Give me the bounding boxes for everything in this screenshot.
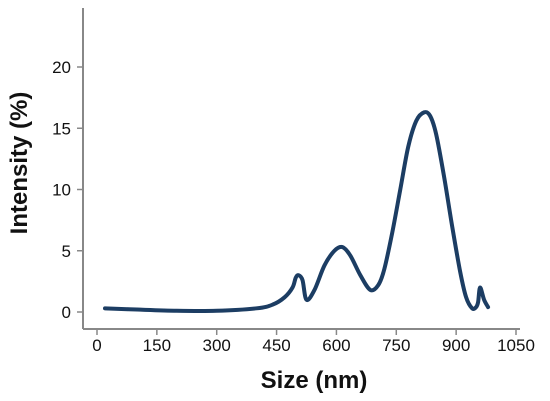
y-tick-label: 10 [52, 181, 71, 200]
y-tick-label: 20 [52, 58, 71, 77]
y-axis-title: Intensity (%) [6, 92, 33, 235]
axis-titles: Size (nm) Intensity (%) [6, 92, 367, 394]
x-tick-label: 900 [442, 336, 470, 355]
x-tick-label: 1050 [497, 336, 535, 355]
series-line [102, 110, 491, 314]
y-tick-label: 5 [62, 242, 71, 261]
x-tick-label: 300 [203, 336, 231, 355]
y-tick-label: 15 [52, 119, 71, 138]
x-axis: 0 150 300 450 600 750 900 1050 [83, 328, 535, 355]
x-tick-label: 450 [262, 336, 290, 355]
x-tick-label: 0 [92, 336, 101, 355]
x-tick-label: 600 [322, 336, 350, 355]
x-tick-label: 150 [143, 336, 171, 355]
y-tick-label: 0 [62, 303, 71, 322]
x-axis-title: Size (nm) [261, 367, 368, 394]
series-group [102, 110, 491, 314]
y-axis: 0 5 10 15 20 [52, 8, 84, 329]
x-tick-label: 750 [382, 336, 410, 355]
